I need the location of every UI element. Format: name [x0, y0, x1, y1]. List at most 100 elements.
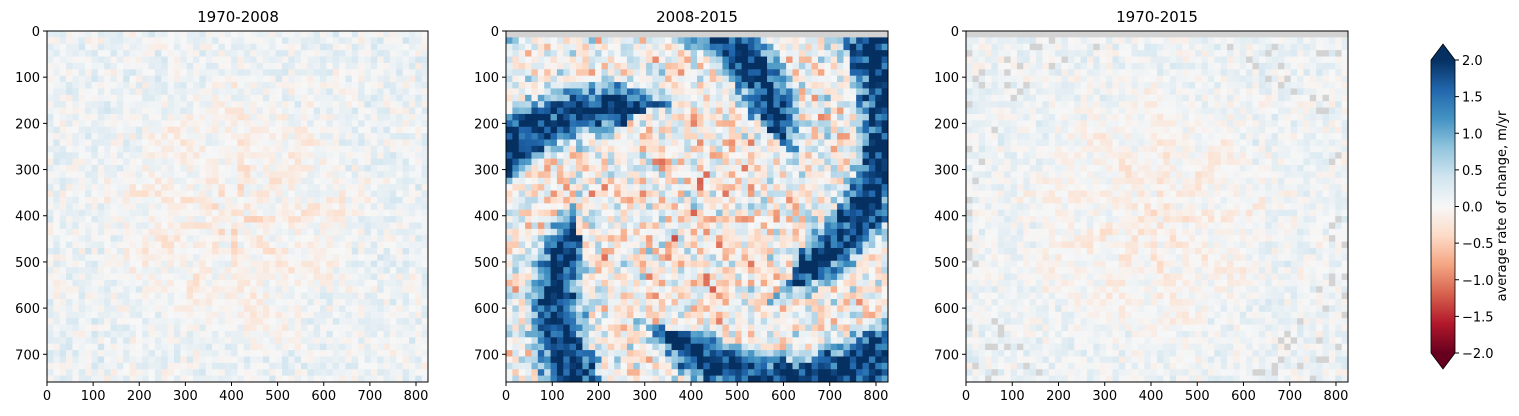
heatmap-cell	[148, 267, 156, 275]
heatmap-cell	[262, 369, 270, 377]
heatmap-cell	[370, 88, 378, 96]
heatmap-cell	[506, 62, 513, 70]
heatmap-cell	[837, 69, 844, 77]
heatmap-cell	[421, 241, 429, 249]
heatmap-cell	[301, 139, 308, 147]
heatmap-cell	[703, 37, 711, 45]
heatmap-cell	[78, 139, 86, 147]
heatmap-cell	[250, 107, 258, 115]
heatmap-cell	[830, 152, 838, 160]
heatmap-cell	[868, 107, 876, 115]
heatmap-cell	[626, 88, 634, 96]
heatmap-cell	[817, 177, 825, 185]
heatmap-cell	[78, 356, 86, 364]
heatmap-cell	[512, 126, 520, 134]
heatmap-cell	[53, 158, 61, 166]
heatmap-cell	[110, 37, 118, 45]
heatmap-cell	[868, 190, 876, 198]
heatmap-cell	[154, 209, 162, 217]
heatmap-cell	[614, 203, 622, 211]
heatmap-cell	[421, 286, 429, 294]
heatmap-cell	[332, 324, 340, 332]
heatmap-cell	[275, 31, 283, 38]
heatmap-cell	[550, 184, 558, 192]
heatmap-cell	[66, 260, 73, 268]
heatmap-cell	[313, 126, 321, 134]
heatmap-cell	[85, 350, 92, 357]
heatmap-cell	[690, 203, 698, 211]
heatmap-cell	[588, 43, 596, 51]
heatmap-cell	[47, 50, 54, 58]
heatmap-cell	[556, 171, 564, 179]
heatmap-cell	[817, 145, 825, 153]
heatmap-cell	[243, 56, 251, 64]
heatmap-cell	[53, 375, 61, 383]
heatmap-cell	[716, 94, 723, 102]
heatmap-cell	[646, 152, 653, 160]
heatmap-cell	[154, 228, 162, 236]
heatmap-cell	[556, 69, 564, 77]
heatmap-cell	[805, 133, 813, 140]
y-tick-label: 500	[15, 256, 40, 271]
heatmap-cell	[817, 82, 825, 89]
heatmap-cell	[351, 165, 359, 172]
heatmap-cell	[779, 145, 787, 153]
heatmap-cell	[563, 171, 571, 179]
heatmap-cell	[104, 139, 111, 147]
heatmap-cell	[193, 260, 200, 268]
heatmap-cell	[377, 203, 385, 211]
heatmap-cell	[703, 165, 711, 172]
heatmap-cell	[110, 292, 118, 300]
heatmap-cell	[345, 177, 353, 185]
heatmap-cell	[345, 82, 353, 89]
heatmap-cell	[849, 56, 857, 64]
heatmap-cell	[269, 158, 277, 166]
heatmap-cell	[351, 356, 359, 364]
heatmap-cell	[389, 209, 397, 217]
heatmap-cell	[123, 126, 131, 134]
heatmap-cell	[544, 158, 552, 166]
heatmap-cell	[142, 350, 150, 357]
heatmap-cell	[875, 50, 883, 58]
heatmap-cell	[250, 139, 258, 147]
heatmap-cell	[817, 152, 825, 160]
heatmap-cell	[396, 305, 404, 313]
heatmap-cell	[389, 126, 397, 134]
heatmap-cell	[231, 165, 238, 172]
heatmap-cell	[161, 330, 169, 338]
heatmap-cell	[256, 222, 264, 230]
heatmap-cell	[72, 43, 80, 51]
heatmap-cell	[224, 247, 232, 255]
heatmap-cell	[408, 107, 416, 115]
heatmap-cell	[741, 139, 749, 147]
heatmap-cell	[72, 203, 80, 211]
heatmap-cell	[332, 133, 340, 140]
heatmap-cell	[607, 50, 615, 58]
heatmap-cell	[269, 133, 277, 140]
heatmap-cell	[716, 133, 723, 140]
heatmap-cell	[218, 62, 226, 70]
heatmap-cell	[66, 139, 73, 147]
x-tick-label: 300	[173, 389, 198, 404]
heatmap-cell	[91, 139, 99, 147]
heatmap-cell	[544, 107, 552, 115]
heatmap-cell	[59, 56, 67, 64]
heatmap-cell	[332, 267, 340, 275]
heatmap-cell	[313, 101, 321, 109]
heatmap-cell	[402, 184, 410, 192]
heatmap-cell	[123, 31, 131, 38]
heatmap-cell	[78, 101, 86, 109]
heatmap-cell	[370, 196, 378, 204]
heatmap-cell	[569, 196, 577, 204]
heatmap-cell	[97, 241, 105, 249]
heatmap-cell	[824, 190, 832, 198]
heatmap-cell	[364, 126, 372, 134]
heatmap-cell	[193, 158, 200, 166]
heatmap-cell	[237, 203, 245, 211]
heatmap-cell	[639, 184, 647, 192]
heatmap-cell	[326, 139, 334, 147]
heatmap-cell	[370, 247, 378, 255]
heatmap-cell	[601, 196, 609, 204]
heatmap-cell	[518, 88, 526, 96]
heatmap-cell	[786, 158, 793, 166]
